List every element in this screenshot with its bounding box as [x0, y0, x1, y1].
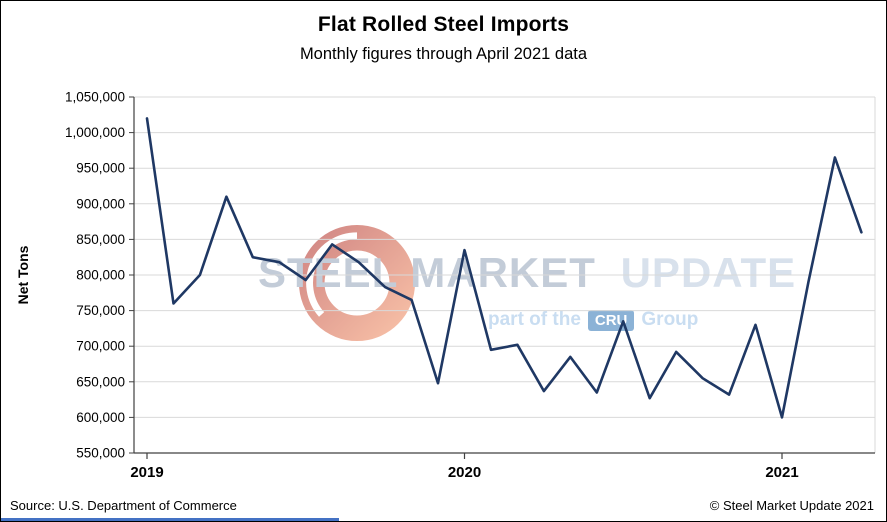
watermark-steel-market: STEEL MARKET: [258, 249, 596, 296]
data-series-line: [145, 117, 863, 419]
y-tick-label: 900,000: [76, 196, 125, 211]
footer-accent-bar: [1, 518, 339, 521]
x-tick-label: 2020: [448, 464, 481, 481]
y-tick-label: 850,000: [76, 232, 125, 247]
chart-title: Flat Rolled Steel Imports: [317, 13, 570, 36]
x-tick-label: 2021: [765, 464, 798, 481]
y-tick-label: 800,000: [76, 268, 125, 283]
y-tick-label: 1,000,000: [65, 125, 125, 140]
watermark-tagline: part of the CRU Group: [488, 309, 698, 331]
x-tick-label: 2019: [130, 464, 163, 481]
watermark-wordmark: STEEL MARKET UPDATE: [258, 249, 796, 297]
watermark-part-of-the: part of the: [488, 309, 581, 330]
y-tick-label: 600,000: [76, 410, 125, 425]
copyright-note: © Steel Market Update 2021: [709, 498, 874, 513]
watermark-group: Group: [641, 309, 699, 330]
source-note: Source: U.S. Department of Commerce: [10, 498, 237, 513]
y-tick-label: 950,000: [76, 161, 125, 176]
chart-subtitle: Monthly figures through April 2021 data: [299, 45, 588, 63]
y-tick-label: 650,000: [76, 374, 125, 389]
y-tick-label: 700,000: [76, 339, 125, 354]
y-tick-label: 750,000: [76, 303, 125, 318]
smu-logo-icon: [298, 224, 416, 342]
y-tick-label: 1,050,000: [65, 90, 125, 105]
watermark: STEEL MARKET UPDATE part of the CRU Grou…: [256, 219, 795, 354]
y-axis-title: Net Tons: [15, 245, 31, 304]
y-tick-label: 550,000: [76, 446, 125, 461]
watermark-update: UPDATE: [620, 249, 797, 296]
